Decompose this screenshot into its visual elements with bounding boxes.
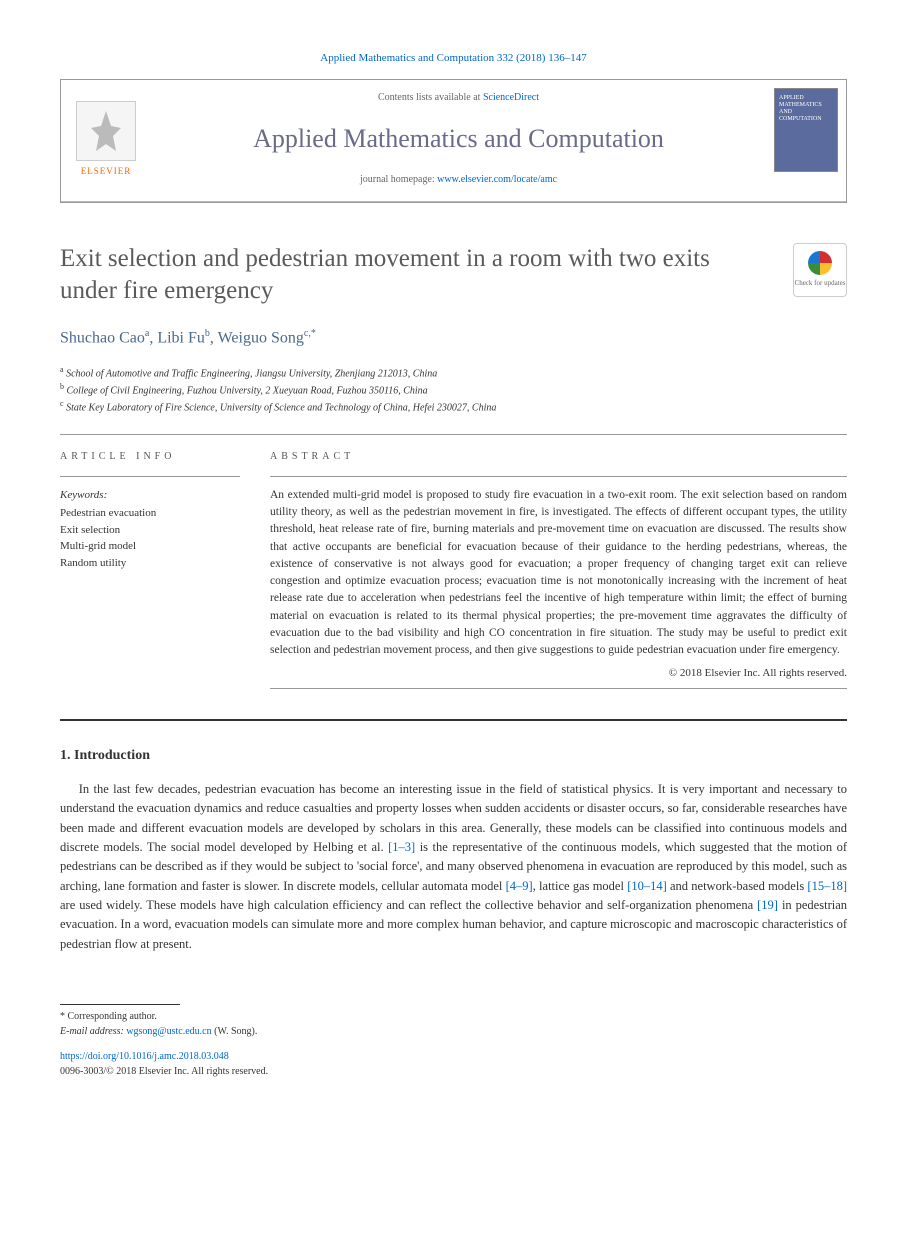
article-info-label: ARTICLE INFO: [60, 449, 240, 464]
contents-prefix: Contents lists available at: [378, 92, 483, 103]
abstract-label: ABSTRACT: [270, 449, 847, 464]
email-line: E-mail address: wgsong@ustc.edu.cn (W. S…: [60, 1024, 847, 1039]
page-footer: * Corresponding author. E-mail address: …: [60, 1004, 847, 1079]
keyword-item: Pedestrian evacuation: [60, 505, 240, 522]
keyword-item: Exit selection: [60, 522, 240, 539]
keyword-item: Random utility: [60, 555, 240, 572]
article-title: Exit selection and pedestrian movement i…: [60, 243, 773, 308]
homepage-prefix: journal homepage:: [360, 174, 437, 185]
body-divider: [60, 719, 847, 721]
crossmark-button[interactable]: Check for updates: [793, 243, 847, 297]
abstract-end-divider: [270, 688, 847, 689]
publisher-logo: ELSEVIER: [61, 80, 151, 201]
body-text: , lattice gas model: [533, 879, 627, 893]
authors-line: Shuchao Caoa, Libi Fub, Weiguo Songc,*: [60, 326, 847, 350]
affiliation-a: School of Automotive and Traffic Enginee…: [66, 368, 437, 379]
corresponding-author: * Corresponding author.: [60, 1009, 847, 1024]
issn-copyright: 0096-3003/© 2018 Elsevier Inc. All right…: [60, 1064, 847, 1079]
elsevier-tree-icon: [76, 101, 136, 161]
sciencedirect-link[interactable]: ScienceDirect: [483, 92, 539, 103]
author-3-sup: c,*: [304, 328, 316, 339]
body-text: and network-based models: [667, 879, 808, 893]
section-heading-intro: 1. Introduction: [60, 745, 847, 766]
keywords-label: Keywords:: [60, 487, 240, 504]
keyword-item: Multi-grid model: [60, 538, 240, 555]
journal-cover: APPLIED MATHEMATICS AND COMPUTATION: [766, 80, 846, 201]
divider: [60, 434, 847, 435]
ref-link-15-18[interactable]: [15–18]: [807, 879, 847, 893]
ref-link-1-3[interactable]: [1–3]: [388, 840, 415, 854]
email-suffix: (W. Song).: [212, 1026, 258, 1037]
intro-paragraph-1: In the last few decades, pedestrian evac…: [60, 780, 847, 954]
homepage-link[interactable]: www.elsevier.com/locate/amc: [437, 174, 557, 185]
footnote-divider: [60, 1004, 180, 1005]
article-info-column: ARTICLE INFO Keywords: Pedestrian evacua…: [60, 449, 240, 689]
crossmark-label: Check for updates: [795, 278, 846, 289]
author-3: Weiguo Song: [218, 329, 304, 346]
author-1: Shuchao Cao: [60, 329, 145, 346]
abstract-column: ABSTRACT An extended multi-grid model is…: [270, 449, 847, 689]
doi-line: https://doi.org/10.1016/j.amc.2018.03.04…: [60, 1049, 847, 1064]
ref-link-19[interactable]: [19]: [757, 898, 778, 912]
citation-header: Applied Mathematics and Computation 332 …: [60, 50, 847, 67]
contents-line: Contents lists available at ScienceDirec…: [151, 90, 766, 105]
copyright-line: © 2018 Elsevier Inc. All rights reserved…: [270, 665, 847, 682]
affiliation-c: State Key Laboratory of Fire Science, Un…: [66, 403, 496, 414]
info-divider: [60, 476, 240, 477]
ref-link-10-14[interactable]: [10–14]: [627, 879, 667, 893]
homepage-line: journal homepage: www.elsevier.com/locat…: [151, 172, 766, 187]
elsevier-label: ELSEVIER: [81, 165, 132, 179]
author-2: Libi Fu: [157, 329, 205, 346]
abstract-text: An extended multi-grid model is proposed…: [270, 487, 847, 660]
journal-header-box: ELSEVIER Contents lists available at Sci…: [60, 79, 847, 203]
journal-title: Applied Mathematics and Computation: [151, 119, 766, 158]
email-link[interactable]: wgsong@ustc.edu.cn: [126, 1026, 211, 1037]
email-label: E-mail address:: [60, 1026, 126, 1037]
keywords-list: Pedestrian evacuation Exit selection Mul…: [60, 505, 240, 571]
author-sep: ,: [210, 329, 218, 346]
abstract-divider: [270, 476, 847, 477]
body-text: are used widely. These models have high …: [60, 898, 757, 912]
ref-link-4-9[interactable]: [4–9]: [506, 879, 533, 893]
cover-thumbnail: APPLIED MATHEMATICS AND COMPUTATION: [774, 88, 838, 172]
doi-link[interactable]: https://doi.org/10.1016/j.amc.2018.03.04…: [60, 1051, 229, 1062]
crossmark-icon: [808, 251, 832, 275]
affiliation-b: College of Civil Engineering, Fuzhou Uni…: [67, 385, 428, 396]
affiliations: a School of Automotive and Traffic Engin…: [60, 364, 847, 416]
